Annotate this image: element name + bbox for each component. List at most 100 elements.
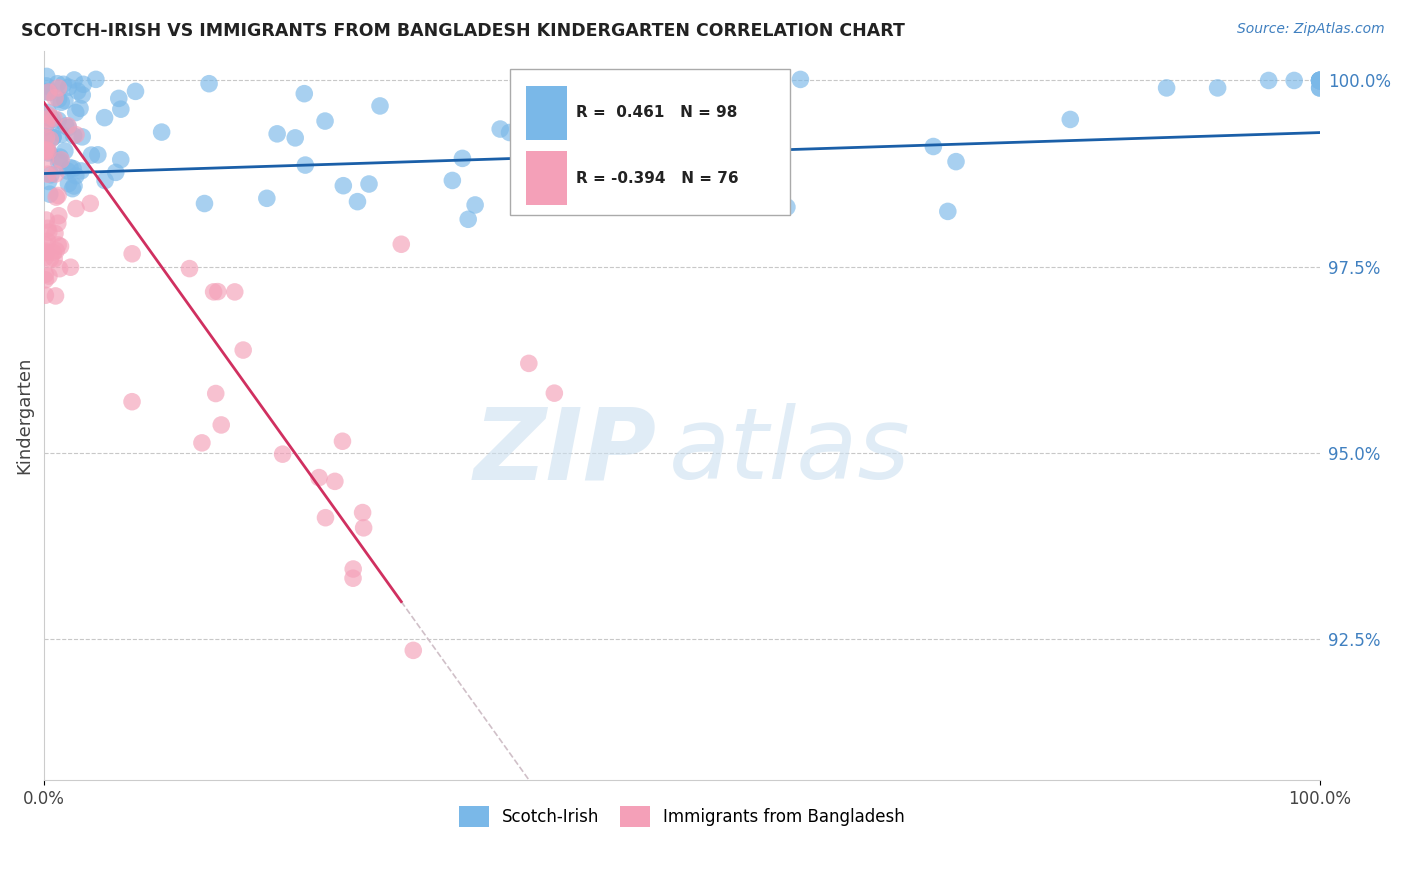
Point <box>34 85 56 99</box>
Point <box>104 165 127 179</box>
Point <box>1059 112 1081 127</box>
Point <box>51 153 73 167</box>
Point <box>266 127 288 141</box>
Point <box>42 245 65 260</box>
Point <box>52 77 75 91</box>
Point <box>34 273 56 287</box>
Point <box>198 77 221 91</box>
Point <box>37 108 59 122</box>
Point <box>121 247 143 261</box>
Point <box>353 521 375 535</box>
Point <box>543 386 565 401</box>
Text: R =  0.461   N = 98: R = 0.461 N = 98 <box>576 105 737 120</box>
Point <box>294 158 316 172</box>
Point <box>110 102 132 116</box>
Point <box>44 91 66 105</box>
Point <box>1309 73 1331 87</box>
Point <box>72 87 94 102</box>
FancyBboxPatch shape <box>510 69 790 215</box>
Y-axis label: Kindergarten: Kindergarten <box>15 357 32 475</box>
Point <box>66 84 89 98</box>
Point <box>357 177 380 191</box>
Point <box>1309 81 1331 95</box>
Point <box>65 169 87 183</box>
Point <box>63 179 86 194</box>
Point <box>323 475 346 489</box>
Point <box>256 191 278 205</box>
Point <box>744 149 766 163</box>
Point <box>46 77 69 91</box>
Point <box>53 144 76 158</box>
Point <box>62 161 84 176</box>
Point <box>202 285 225 299</box>
Point <box>37 112 59 127</box>
Point <box>789 72 811 87</box>
Point <box>56 164 79 178</box>
Point <box>451 152 474 166</box>
Point <box>49 150 72 164</box>
Point <box>314 114 336 128</box>
Point <box>59 260 82 275</box>
Point <box>35 245 58 260</box>
Point <box>34 238 56 252</box>
Point <box>70 164 93 178</box>
Point <box>945 154 967 169</box>
Point <box>65 105 87 120</box>
Point <box>110 153 132 167</box>
Point <box>34 268 56 282</box>
Point <box>37 234 59 248</box>
Point <box>342 562 364 576</box>
Point <box>38 187 60 202</box>
Point <box>46 238 69 252</box>
Point <box>121 394 143 409</box>
Text: atlas: atlas <box>669 403 911 500</box>
Point <box>63 73 86 87</box>
Point <box>936 204 959 219</box>
Point <box>93 111 115 125</box>
Point <box>1282 73 1305 87</box>
Point <box>308 470 330 484</box>
Point <box>79 196 101 211</box>
Point <box>34 129 56 144</box>
Point <box>1309 73 1331 87</box>
Point <box>48 81 70 95</box>
Point <box>1206 81 1229 95</box>
Point <box>65 202 87 216</box>
Point <box>58 120 80 135</box>
Point <box>49 239 72 253</box>
Point <box>498 126 520 140</box>
Point <box>107 91 129 105</box>
Point <box>1156 81 1178 95</box>
Point <box>292 87 315 101</box>
Point <box>489 122 512 136</box>
Point <box>69 101 91 115</box>
Point <box>284 131 307 145</box>
Point <box>1309 81 1331 95</box>
Point <box>34 244 56 259</box>
Point <box>62 128 84 143</box>
Point <box>38 174 60 188</box>
Point <box>402 643 425 657</box>
Point <box>38 225 60 239</box>
Point <box>80 148 103 162</box>
Point <box>34 143 56 157</box>
Point <box>1309 73 1331 87</box>
Point <box>45 244 67 258</box>
Point <box>48 155 70 169</box>
Point <box>541 87 564 101</box>
Point <box>776 200 799 214</box>
Point <box>48 261 70 276</box>
Point <box>34 120 56 134</box>
Point <box>72 78 94 92</box>
Point <box>51 95 73 110</box>
Point <box>35 130 58 145</box>
Point <box>53 94 76 108</box>
Point <box>56 119 79 133</box>
Point <box>37 145 59 159</box>
Point <box>1309 73 1331 87</box>
Point <box>37 221 59 235</box>
Point <box>224 285 246 299</box>
Point <box>39 132 62 146</box>
Point <box>35 78 58 93</box>
Point <box>41 112 63 127</box>
